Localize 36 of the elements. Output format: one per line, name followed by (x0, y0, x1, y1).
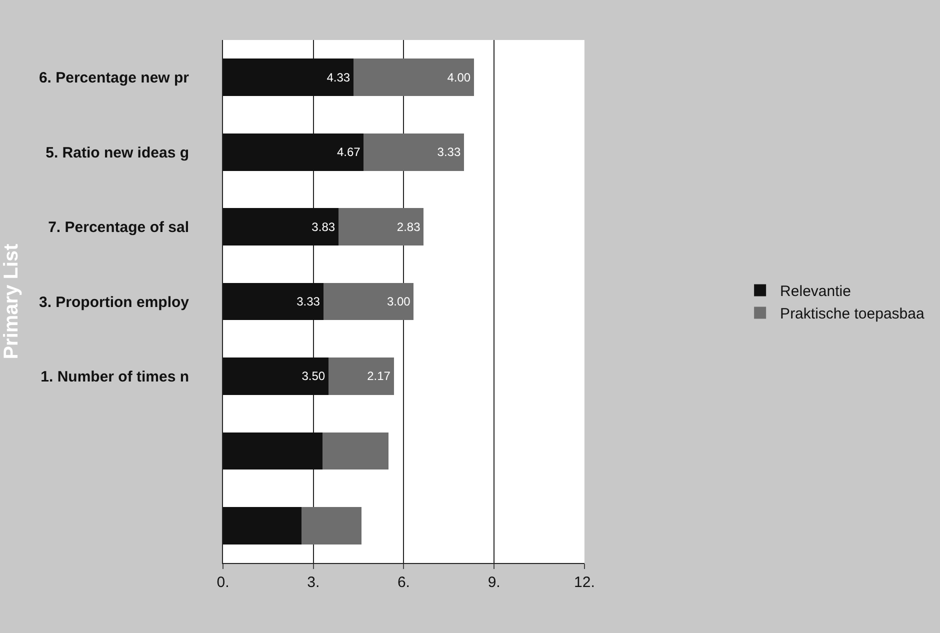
y-tick-label: 3. Proportion employ (38, 294, 190, 311)
y-tick-label: 7. Percentage of sal (48, 219, 189, 236)
x-tick-label: 9. (488, 574, 500, 591)
bar (322, 432, 389, 470)
bar (353, 58, 474, 96)
bar (223, 58, 354, 96)
data-label: 3.33 (437, 145, 461, 160)
bar (223, 506, 302, 544)
bar (223, 133, 364, 171)
x-tick-label: 3. (307, 574, 320, 591)
data-label: 4.00 (447, 70, 471, 84)
bar (223, 208, 338, 246)
y-tick-label: 5. Ratio new ideas g (46, 144, 189, 162)
bar (323, 282, 414, 320)
y-tick-label: 6. Percentage new pr (38, 70, 190, 87)
data-label: 3.33 (296, 294, 320, 308)
data-label: 4.67 (336, 145, 361, 160)
bar (223, 282, 324, 320)
data-label: 2.83 (396, 220, 421, 234)
x-tick-label: 12. (574, 574, 595, 591)
bar (328, 358, 394, 395)
bar (364, 133, 464, 171)
data-label: 2.17 (367, 369, 391, 384)
legend-label: Praktische toepasbaa (780, 306, 925, 323)
bar (301, 506, 362, 544)
bar (223, 432, 322, 470)
bar (223, 358, 328, 395)
data-label: 4.33 (326, 70, 350, 84)
legend-label: Relevantie (780, 283, 851, 300)
x-tick-label: 0. (216, 574, 230, 591)
data-label: 3.83 (312, 220, 336, 234)
x-tick-label: 6. (397, 574, 410, 591)
data-label: 3.50 (302, 369, 326, 384)
bar (338, 208, 424, 246)
data-label: 3.00 (386, 294, 411, 308)
y-tick-label: 1. Number of times n (40, 368, 189, 386)
